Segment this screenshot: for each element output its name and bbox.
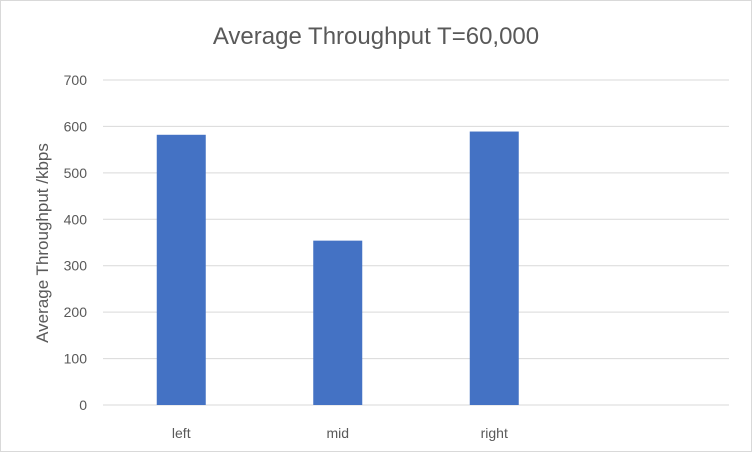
y-tick-label: 200 xyxy=(64,304,88,320)
x-tick-label: mid xyxy=(326,425,349,441)
y-tick-label: 500 xyxy=(64,165,88,181)
bar-right xyxy=(469,131,519,406)
chart-title: Average Throughput T=60,000 xyxy=(212,23,540,50)
y-tick-label: 700 xyxy=(64,72,88,88)
y-tick-label: 600 xyxy=(64,118,88,134)
y-tick-label: 300 xyxy=(64,258,88,274)
x-tick-label: left xyxy=(172,425,191,441)
x-tick-label: right xyxy=(481,425,508,441)
y-tick-label: 0 xyxy=(79,397,87,413)
y-tick-label: 100 xyxy=(64,351,88,367)
y-tick-label: 400 xyxy=(64,211,88,227)
bar-left xyxy=(156,134,206,406)
bar-mid xyxy=(313,240,363,405)
